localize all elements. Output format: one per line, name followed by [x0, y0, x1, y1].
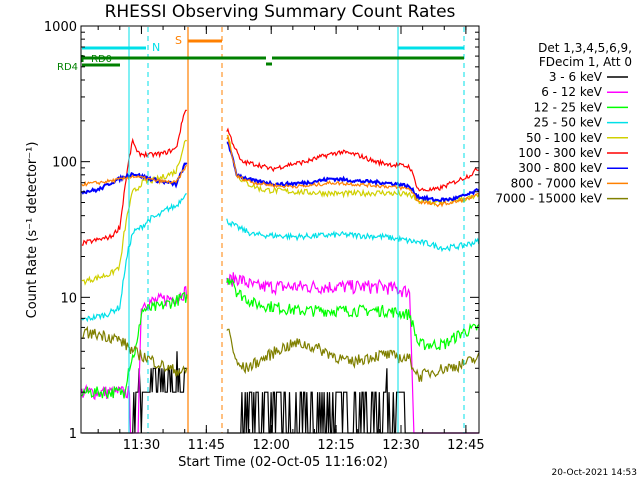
series-s8	[81, 325, 480, 382]
x-tick-label: 11:45	[188, 438, 225, 453]
legend-label-s4: 50 - 100 keV	[526, 131, 603, 145]
x-tick-label: 12:00	[252, 438, 289, 453]
x-tick-label: 12:15	[317, 438, 354, 453]
axes-frame	[80, 25, 480, 434]
plot-area	[81, 26, 479, 433]
y-tick-label: 1	[69, 427, 77, 442]
y-tick-label: 100	[52, 156, 77, 171]
data-gap-band	[188, 27, 222, 433]
y-tick-label: 10	[60, 291, 77, 306]
legend-label-s6: 300 - 800 keV	[518, 161, 602, 175]
series-line-s2	[81, 277, 480, 400]
series-s5	[81, 109, 479, 246]
legend-label-s3: 25 - 50 keV	[534, 116, 603, 130]
legend: Det 1,3,4,5,6,9, FDecim 1, Att 0 3 - 6 k…	[495, 41, 632, 206]
flag-label-s: S	[175, 34, 182, 47]
legend-header-2: FDecim 1, Att 0	[539, 55, 632, 69]
flag-label-rd0: RD0	[91, 54, 112, 65]
flag-label-rd4: RD4	[57, 62, 78, 73]
series-s2	[81, 277, 480, 400]
timestamp: 20-Oct-2021 14:53	[552, 468, 637, 478]
legend-label-s2: 12 - 25 keV	[534, 100, 603, 114]
legend-label-s1: 6 - 12 keV	[541, 85, 603, 99]
x-tick-label: 11:30	[123, 438, 160, 453]
legend-label-s7: 800 - 7000 keV	[511, 176, 603, 190]
x-axis-label: Start Time (02-Oct-05 11:16:02)	[178, 455, 388, 470]
legend-label-s0: 3 - 6 keV	[549, 70, 603, 84]
y-tick-label: 1000	[44, 20, 77, 35]
series-s7	[81, 134, 479, 208]
flag-label-n: N	[152, 41, 160, 54]
series-line-s4	[81, 134, 480, 286]
series-s3	[81, 193, 480, 323]
chart-title: RHESSI Observing Summary Count Rates	[105, 2, 456, 22]
x-axis: 11:30 11:45 12:00 12:15 12:30 12:45	[97, 26, 485, 453]
x-tick-label: 12:30	[382, 438, 419, 453]
time-markers	[128, 27, 465, 433]
series-line-s5	[81, 109, 479, 246]
y-axis: 1 10 100 1000	[44, 20, 479, 442]
series-line-s8	[81, 325, 480, 382]
series-line-s3	[81, 193, 480, 323]
legend-header-1: Det 1,3,4,5,6,9,	[538, 41, 632, 55]
series-layer	[81, 109, 480, 434]
legend-label-s8: 7000 - 15000 keV	[495, 192, 602, 206]
series-line-s7	[81, 134, 479, 208]
y-axis-label: Count Rate (s⁻¹ detector⁻¹)	[25, 142, 40, 319]
legend-label-s5: 100 - 300 keV	[518, 146, 602, 160]
series-s4	[81, 134, 480, 286]
flag-bars: N S RD0 RD4	[57, 34, 464, 73]
x-tick-label: 12:45	[447, 438, 484, 453]
